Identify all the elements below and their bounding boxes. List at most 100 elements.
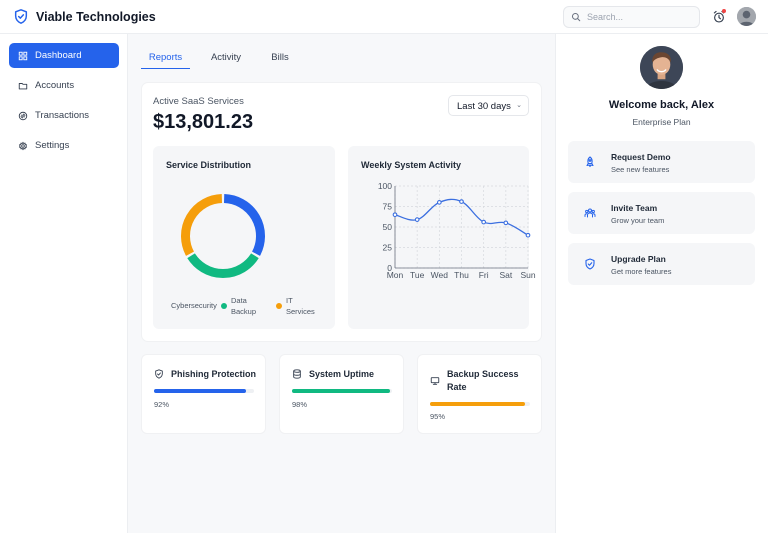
sidebar-item-label: Settings xyxy=(35,140,70,151)
action-subtitle: Grow your team xyxy=(611,216,665,225)
metric-percent: 95% xyxy=(430,412,446,421)
x-tick-label: Mon xyxy=(387,270,404,280)
sidebar-item-dashboard[interactable]: Dashboard xyxy=(9,43,119,68)
report-tabs: Reports Activity Bills xyxy=(141,46,541,70)
sidebar-item-transactions[interactable]: Transactions xyxy=(9,103,119,128)
legend-label-data-backup: Data Backup xyxy=(231,296,257,316)
distribution-donut xyxy=(181,194,265,278)
action-subtitle: See new features xyxy=(611,165,670,174)
notification-dot xyxy=(722,9,726,13)
donut-slice-it-services xyxy=(181,194,223,256)
metric-card-uptime: System Uptime 98% xyxy=(279,354,404,434)
sidebar-item-label: Dashboard xyxy=(35,50,82,61)
avatar-image xyxy=(737,7,756,26)
metric-title: Backup Success Rate xyxy=(447,369,519,392)
data-point xyxy=(414,217,420,222)
legend-dot-it-services xyxy=(276,303,282,309)
donut-segments xyxy=(181,194,265,278)
users-icon xyxy=(584,208,596,218)
activity-title: Weekly System Activity xyxy=(361,160,462,170)
progress-bar xyxy=(430,402,530,406)
action-title: Request Demo xyxy=(611,152,671,162)
profile-avatar[interactable] xyxy=(640,46,683,89)
sidebar-item-label: Accounts xyxy=(35,80,75,91)
metric-percent: 92% xyxy=(154,400,170,409)
brand-name: Viable Technologies xyxy=(36,9,156,24)
date-range-value: Last 30 days xyxy=(457,101,511,112)
welcome-heading: Welcome back, Alex xyxy=(608,99,715,111)
brand-logo[interactable]: Viable Technologies xyxy=(13,8,156,25)
metric-title: Phishing Protection xyxy=(171,369,257,379)
chevron-down-icon: ⌄ xyxy=(516,102,522,109)
services-label: Active SaaS Services xyxy=(153,96,244,107)
services-amount: $13,801.23 xyxy=(153,111,254,133)
profile-photo xyxy=(640,46,683,89)
weekly-activity-card xyxy=(348,146,529,329)
x-tick-label: Sun xyxy=(520,270,535,280)
legend-label-cybersecurity: Cybersecurity xyxy=(171,301,217,310)
progress-fill xyxy=(154,389,246,393)
donut-slice-data-backup xyxy=(187,253,259,278)
data-point xyxy=(436,200,442,205)
shield-check-icon xyxy=(155,369,163,379)
metric-card-backup: Backup Success Rate 95% xyxy=(417,354,542,434)
folder-icon xyxy=(18,82,28,89)
data-point xyxy=(525,232,531,238)
sidebar-item-settings[interactable]: Settings xyxy=(9,133,119,158)
metric-title: System Uptime xyxy=(309,369,375,379)
action-subtitle: Get more features xyxy=(611,267,672,276)
shield-check-icon xyxy=(14,9,28,24)
progress-fill xyxy=(292,389,390,393)
chart-grid xyxy=(394,185,529,269)
transactions-icon xyxy=(18,111,28,120)
tab-bills[interactable]: Bills xyxy=(271,52,289,63)
x-tick-label: Fri xyxy=(479,270,489,280)
rocket-icon xyxy=(586,156,594,168)
upgrade-plan-button[interactable]: Upgrade Plan Get more features xyxy=(568,243,755,285)
progress-fill xyxy=(430,402,525,406)
shield-check-icon xyxy=(585,258,595,270)
x-tick-label: Thu xyxy=(454,270,469,280)
search-input[interactable] xyxy=(587,12,697,22)
data-point xyxy=(392,212,398,218)
series-points xyxy=(392,199,531,238)
legend-dot-data-backup xyxy=(221,303,227,309)
x-tick-label: Wed xyxy=(431,270,449,280)
plan-label: Enterprise Plan xyxy=(632,117,691,127)
database-icon xyxy=(293,369,301,379)
metric-card-phishing: Phishing Protection 92% xyxy=(141,354,266,434)
data-point xyxy=(459,199,464,204)
metric-percent: 98% xyxy=(292,400,308,409)
sidebar xyxy=(0,34,128,533)
invite-team-button[interactable]: Invite Team Grow your team xyxy=(568,192,755,234)
donut-slice-cybersecurity xyxy=(223,194,265,256)
y-axis: 0 25 50 75 100 xyxy=(378,181,392,273)
legend-label-it-services: IT Services xyxy=(286,296,315,316)
tab-activity[interactable]: Activity xyxy=(210,52,242,63)
grid-icon xyxy=(18,51,28,60)
weekly-activity-chart: 0 25 50 75 100 Mon Tue Wed Thu Fri Sat Sun xyxy=(378,181,536,280)
y-tick-label: 100 xyxy=(378,181,392,191)
search-icon xyxy=(571,12,581,22)
data-point xyxy=(503,220,509,226)
user-avatar[interactable] xyxy=(737,7,756,26)
tab-reports[interactable]: Reports xyxy=(141,46,190,69)
request-demo-button[interactable]: Request Demo See new features xyxy=(568,141,755,183)
action-title: Invite Team xyxy=(611,203,658,213)
search-box[interactable] xyxy=(563,6,700,28)
monitor-icon xyxy=(430,377,440,385)
x-tick-label: Sat xyxy=(499,270,512,280)
x-tick-label: Tue xyxy=(410,270,425,280)
date-range-select[interactable]: Last 30 days ⌄ xyxy=(448,95,529,116)
x-axis: Mon Tue Wed Thu Fri Sat Sun xyxy=(387,270,536,280)
distribution-title: Service Distribution xyxy=(166,160,252,170)
sidebar-item-label: Transactions xyxy=(35,110,90,121)
y-tick-label: 0 xyxy=(387,263,392,273)
series-line xyxy=(394,198,529,236)
y-tick-label: 50 xyxy=(383,222,393,232)
sidebar-item-accounts[interactable]: Accounts xyxy=(9,73,119,98)
data-point xyxy=(481,219,487,225)
progress-bar xyxy=(154,389,254,393)
gear-icon xyxy=(18,141,28,150)
y-tick-label: 75 xyxy=(383,202,393,212)
